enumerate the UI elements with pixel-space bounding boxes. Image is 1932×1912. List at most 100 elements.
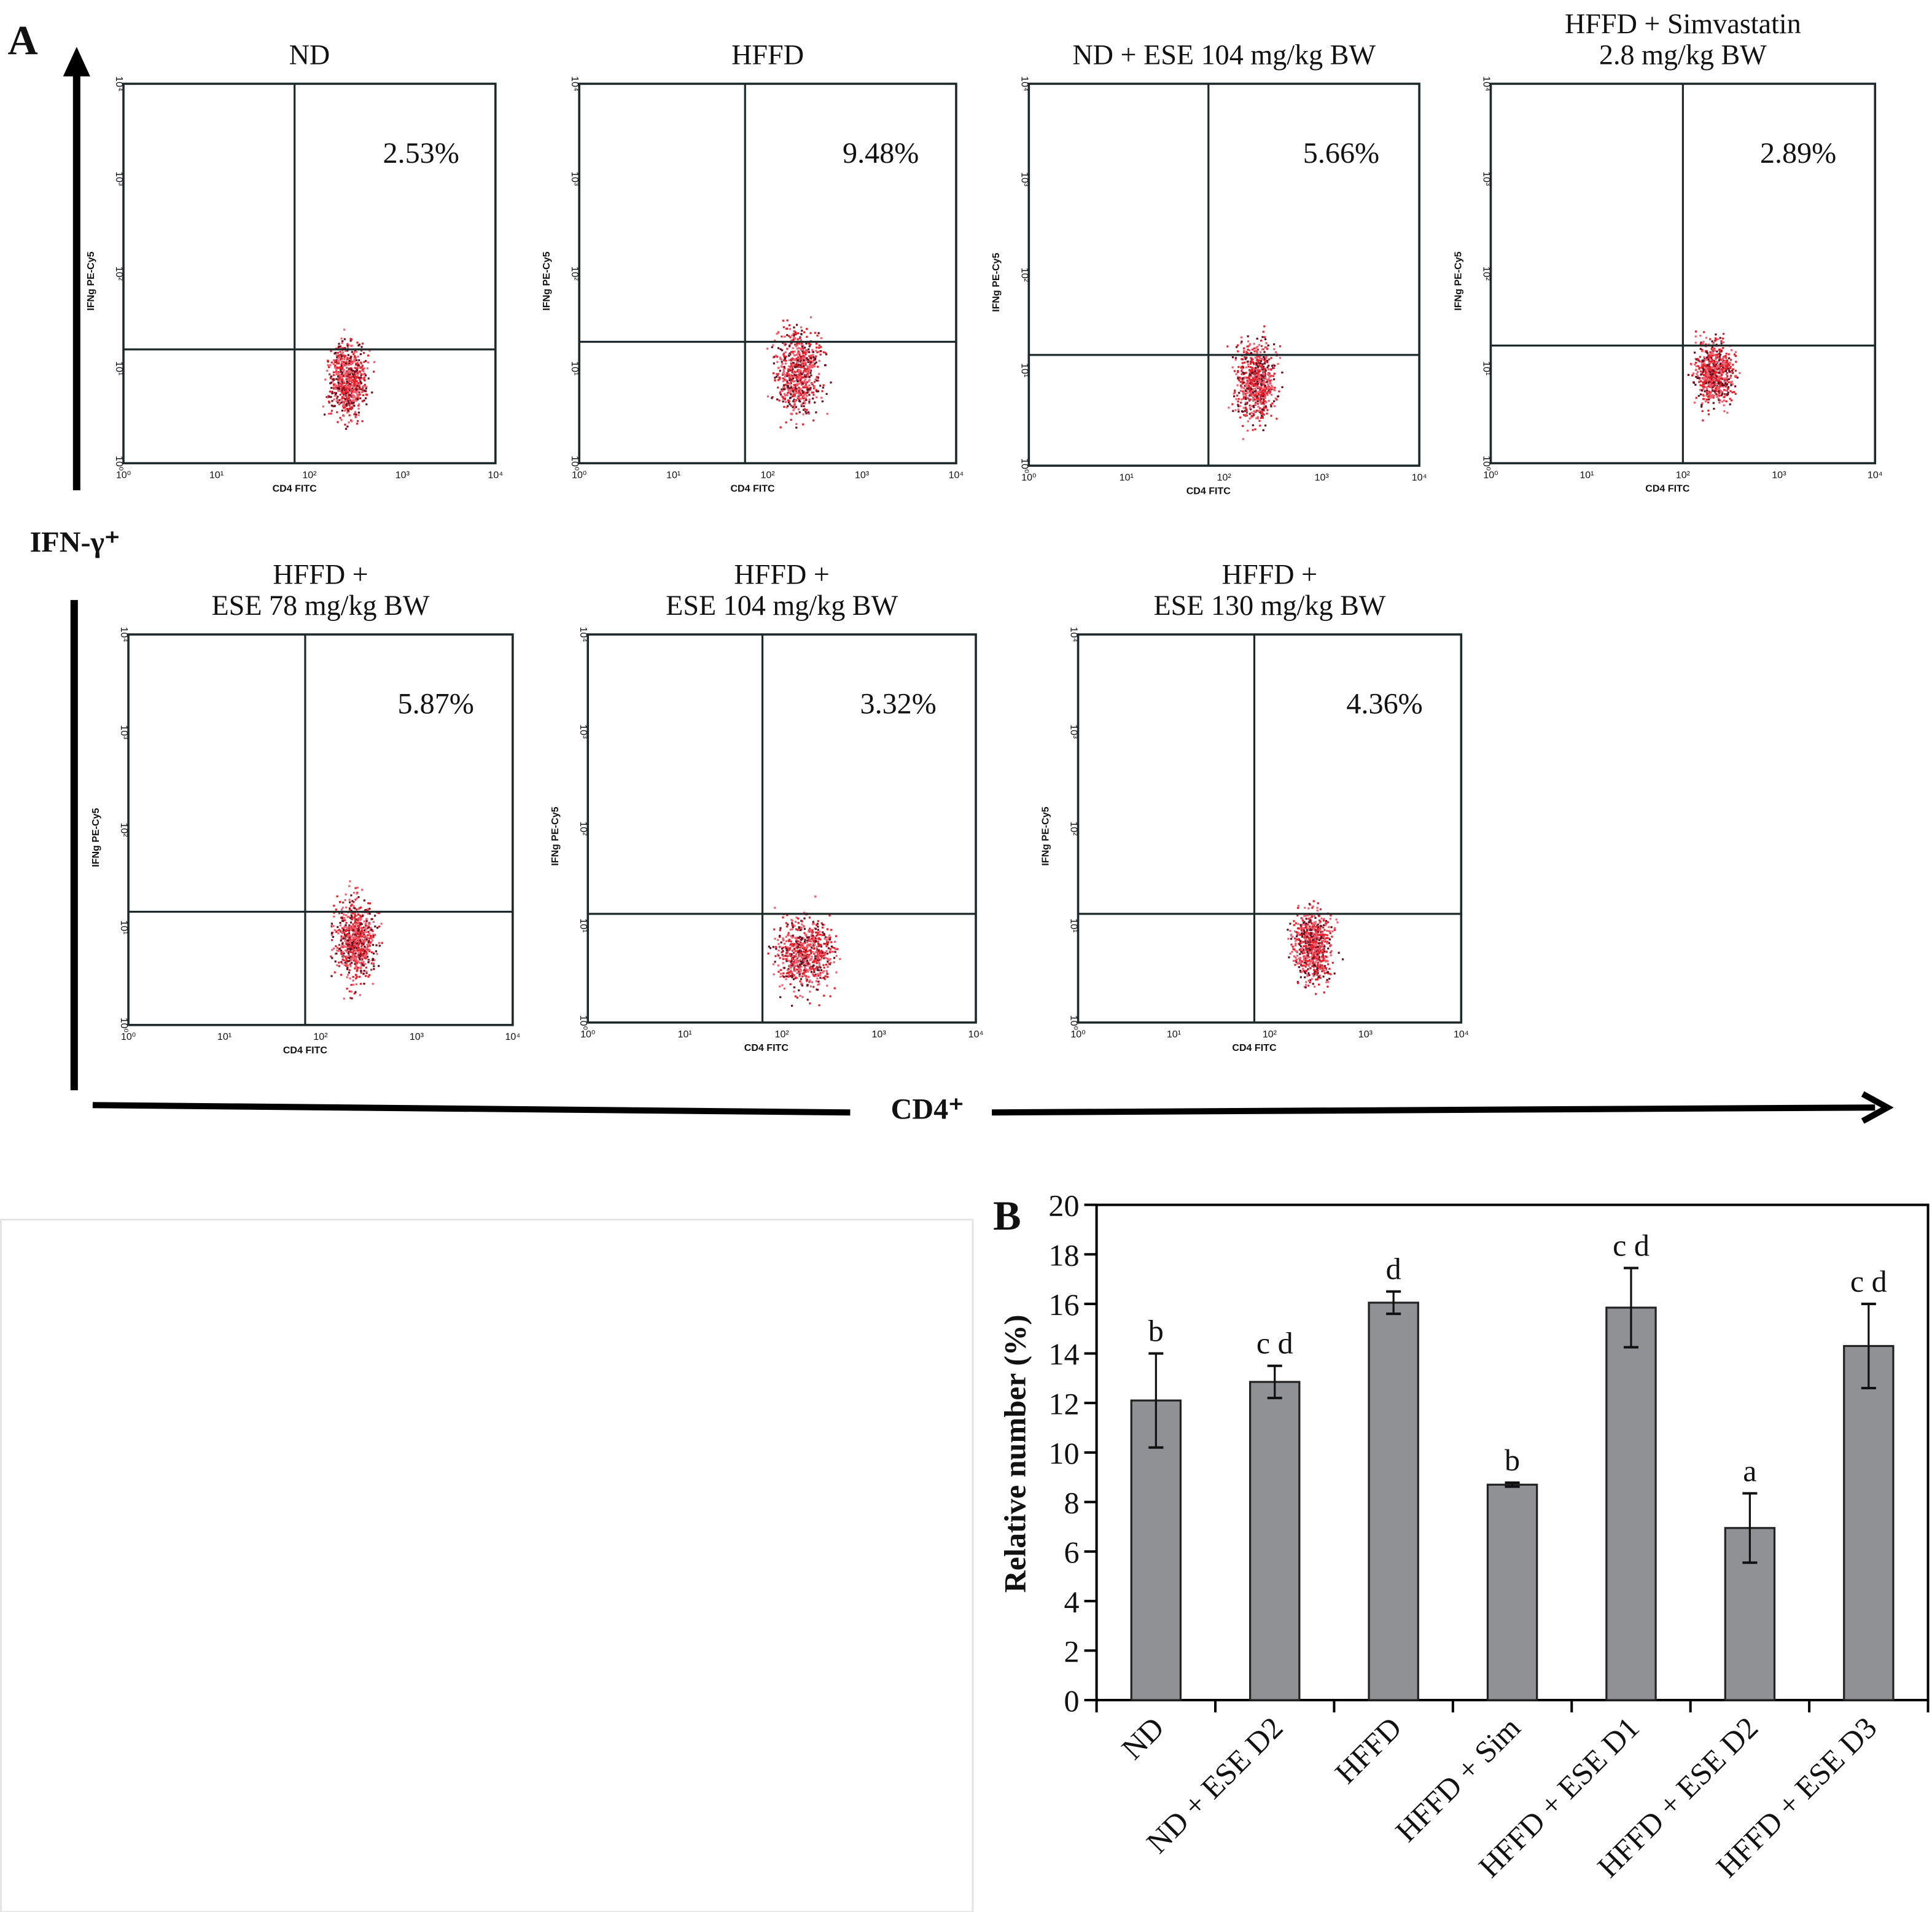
event-dot [339,359,341,362]
event-dot [792,380,795,383]
event-dot [1303,986,1306,988]
event-dot [783,967,785,969]
event-dot [1248,407,1251,410]
event-dot [786,969,789,972]
event-dot [1725,357,1728,359]
event-dot [356,933,358,935]
event-dot [821,926,824,929]
event-dot [1313,921,1315,924]
event-dot [1314,936,1317,938]
event-dot [1328,967,1331,970]
event-dot [1710,348,1713,350]
event-dot [1260,378,1263,380]
event-dot [364,962,367,966]
event-dot [830,961,832,964]
event-dot [1326,942,1328,945]
event-dot [798,389,801,391]
event-dot [782,975,784,977]
event-dot [1253,399,1256,401]
event-dot [1713,363,1716,365]
event-dot [366,367,368,370]
event-dot [342,407,345,409]
event-dot [797,352,799,354]
event-dot [790,374,793,377]
event-dot [1702,364,1704,366]
event-dot [360,366,363,369]
event-dot [1702,395,1705,397]
event-dot [350,894,353,897]
event-dot [343,913,345,916]
event-dot [807,943,809,946]
event-dot [365,966,367,969]
event-dot [337,351,339,354]
event-dot [1306,975,1309,977]
event-dot [1264,405,1267,408]
event-dot [1288,956,1290,959]
event-dot [1307,956,1310,959]
event-dot [354,962,356,966]
event-dot [817,365,819,368]
event-dot [341,943,344,945]
event-dot [819,977,822,979]
event-dot [1281,386,1283,389]
event-dot [1721,368,1723,371]
event-dot [333,392,336,394]
event-dot [820,945,822,948]
event-dot [351,961,353,964]
event-dot [801,961,803,963]
event-dot [1307,928,1310,931]
event-dot [340,974,343,976]
event-dot [340,908,343,911]
event-dot [1708,369,1711,372]
event-dot [1716,389,1719,392]
event-dot [797,370,799,372]
event-dot [347,375,349,377]
event-dot [1252,370,1255,373]
event-dot [358,975,360,978]
event-dot [366,936,368,938]
event-dot [356,380,358,383]
event-dot [1701,410,1704,412]
event-dot [1263,387,1265,390]
event-dot [1712,375,1714,378]
event-dot [812,394,815,396]
event-dot [793,943,796,945]
event-dot [818,344,820,347]
event-dot [333,359,336,362]
event-dot [362,964,365,967]
event-dot [788,335,790,337]
event-dot [355,387,357,389]
event-dot [798,371,800,373]
event-dot [348,421,350,424]
event-dot [1253,350,1256,353]
event-dot [775,948,777,950]
event-dot [1307,980,1310,982]
event-dot [349,363,352,366]
event-dot [341,341,343,345]
event-dot [1262,383,1265,385]
event-dot [380,923,383,925]
event-dot [1248,404,1251,407]
y-tick-label: 10⁰ [1019,458,1030,473]
event-dot [1319,942,1322,945]
event-dot [1303,945,1305,948]
event-dot [340,370,343,373]
event-dot [790,351,792,353]
event-dot [1234,359,1237,361]
event-dot [793,974,795,977]
event-dot [1714,337,1717,340]
event-dot [339,345,341,348]
event-dot [330,932,333,934]
event-dot [1244,406,1247,409]
event-dot [1253,372,1256,375]
event-dot [782,972,785,975]
event-dot [335,952,338,955]
event-dot [1301,923,1304,926]
event-dot [354,921,356,924]
event-dot [795,976,797,979]
event-dot [804,938,806,941]
event-dot [354,398,357,400]
event-dot [799,369,802,372]
event-dot [1261,368,1264,371]
